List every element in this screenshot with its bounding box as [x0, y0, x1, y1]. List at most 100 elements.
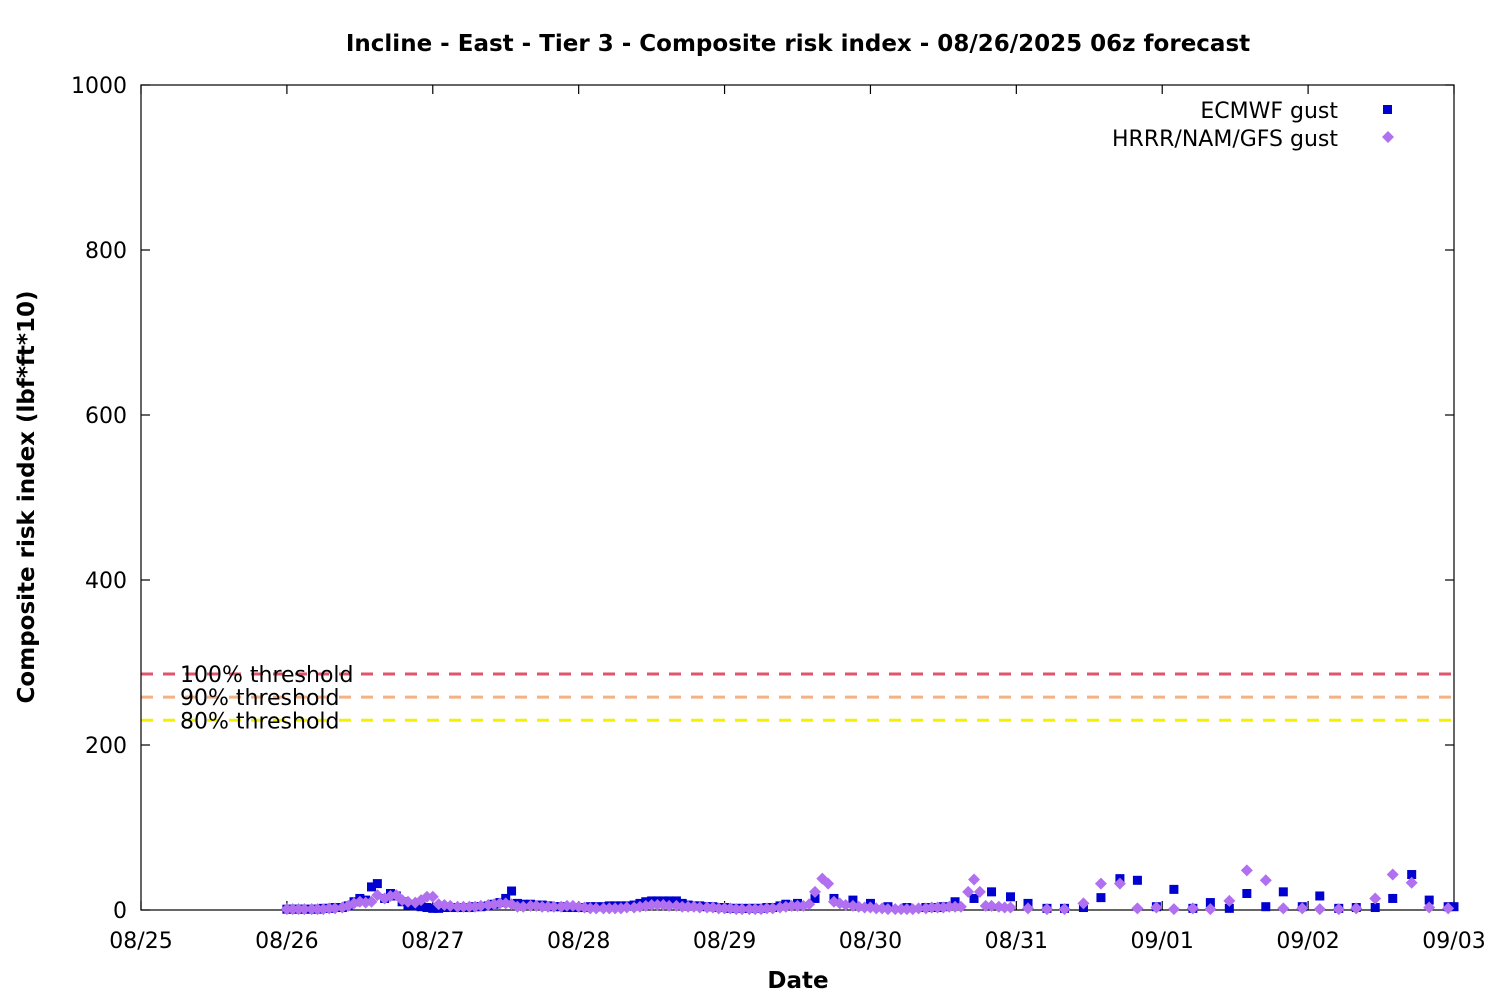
data-point	[766, 902, 779, 915]
x-tick-label: 09/02	[1276, 929, 1339, 954]
y-axis-label: Composite risk index (lbf*ft*10)	[14, 291, 40, 704]
data-point	[663, 899, 676, 912]
data-point	[954, 900, 967, 913]
data-point	[1005, 892, 1015, 902]
data-point	[1022, 902, 1035, 915]
data-point	[1077, 897, 1090, 910]
data-point	[1332, 903, 1345, 916]
data-point	[1313, 903, 1326, 916]
data-point	[1407, 870, 1417, 880]
data-point	[517, 900, 530, 913]
data-point	[367, 882, 377, 892]
data-point	[1388, 893, 1398, 903]
data-point	[1370, 903, 1380, 913]
plot-frame	[140, 84, 1455, 911]
data-point	[881, 903, 894, 916]
y-axis: 0 200 400 600 800 1000	[71, 74, 1454, 924]
data-point	[1277, 902, 1290, 915]
data-point	[298, 903, 311, 916]
x-tick-label: 08/29	[693, 929, 756, 954]
data-point	[620, 901, 633, 914]
threshold-label: 80% threshold	[180, 709, 340, 734]
x-tick-label: 09/01	[1131, 929, 1194, 954]
data-point	[1449, 902, 1459, 912]
data-point	[428, 903, 438, 913]
data-point	[810, 893, 820, 903]
data-point	[1350, 902, 1363, 915]
data-point	[365, 895, 378, 908]
x-tick-label: 09/03	[1422, 929, 1485, 954]
data-point	[973, 885, 986, 898]
data-point	[505, 898, 518, 911]
y-tick-label: 1000	[71, 74, 127, 99]
legend-label-hrrr: HRRR/NAM/GFS gust	[1112, 127, 1338, 152]
data-point	[401, 895, 414, 908]
data-point	[1296, 902, 1309, 915]
data-point	[1442, 902, 1455, 915]
data-point	[444, 899, 457, 912]
legend-label-ecmwf: ECMWF gust	[1200, 99, 1338, 124]
data-point	[507, 886, 517, 896]
data-point	[912, 902, 925, 915]
data-point	[1131, 902, 1144, 915]
x-tick-label: 08/27	[401, 929, 464, 954]
data-point	[1186, 902, 1199, 915]
data-point	[1096, 893, 1106, 903]
y-tick-label: 600	[85, 404, 127, 429]
data-point	[547, 900, 560, 913]
data-point	[1004, 901, 1017, 914]
x-axis-label: Date	[767, 968, 828, 994]
data-point	[1113, 877, 1126, 890]
data-point	[985, 899, 998, 912]
data-point	[962, 885, 975, 898]
x-tick-label: 08/30	[839, 929, 902, 954]
data-point	[590, 902, 603, 915]
data-point	[1205, 898, 1215, 908]
data-point	[1424, 895, 1434, 905]
data-point	[1242, 889, 1252, 898]
threshold-label: 100% threshold	[180, 663, 354, 688]
x-tick-label: 08/26	[255, 929, 318, 954]
data-point	[809, 885, 822, 898]
data-point	[1094, 877, 1107, 890]
data-point	[839, 899, 852, 912]
data-point	[1369, 892, 1382, 905]
data-point	[693, 901, 706, 914]
data-point	[1423, 901, 1436, 914]
data-point	[426, 890, 439, 903]
data-point	[1040, 903, 1053, 916]
data-point	[1278, 887, 1288, 897]
data-point	[1240, 864, 1253, 877]
x-axis: 08/25 08/26 08/27 08/28 08/29 08/30 08/31 09/01…	[109, 85, 1486, 954]
y-tick-label: 0	[113, 899, 127, 924]
data-point	[1315, 891, 1325, 901]
data-point	[474, 899, 487, 912]
data-point	[1261, 902, 1271, 912]
data-point	[1132, 875, 1142, 885]
data-point	[822, 877, 835, 890]
data-point	[1386, 868, 1399, 881]
data-point	[372, 879, 382, 889]
data-point	[1167, 903, 1180, 916]
data-point	[1150, 901, 1163, 914]
data-point	[969, 893, 979, 903]
y-tick-label: 800	[85, 239, 127, 264]
data-point	[803, 898, 816, 911]
data-point	[1169, 884, 1179, 894]
series-hrrr-nam-gfs	[280, 864, 1455, 916]
y-tick-label: 200	[85, 734, 127, 759]
data-point	[329, 902, 342, 915]
x-tick-label: 08/25	[109, 929, 172, 954]
data-point	[987, 887, 997, 897]
threshold-label: 90% threshold	[180, 686, 340, 711]
data-point	[1058, 903, 1071, 916]
chart-title: Incline - East - Tier 3 - Composite risk…	[346, 31, 1250, 57]
data-point	[1405, 876, 1418, 889]
data-point	[1259, 874, 1272, 887]
legend-marker-hrrr	[1382, 131, 1394, 143]
data-point	[968, 873, 981, 886]
data-series	[280, 864, 1459, 916]
x-tick-label: 08/31	[985, 929, 1048, 954]
